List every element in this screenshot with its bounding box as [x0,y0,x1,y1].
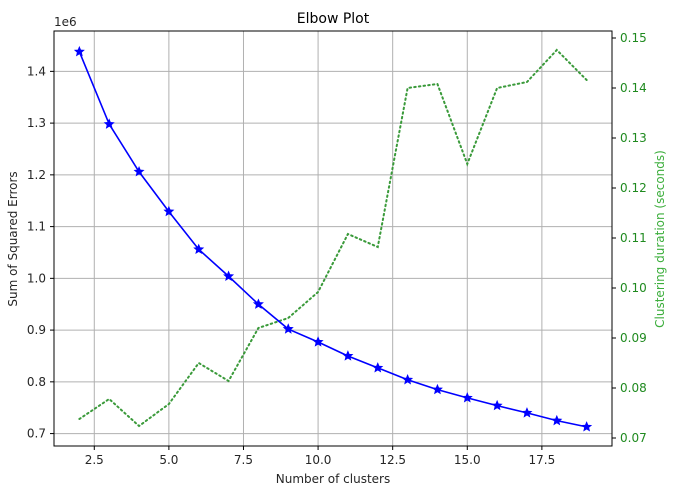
y-tick-label: 0.9 [27,323,46,337]
x-tick-label: 15.0 [454,453,481,467]
y-tick-label: 1.0 [27,271,46,285]
star-marker [402,373,414,385]
star-marker [431,383,443,395]
y-tick-label: 0.7 [27,427,46,441]
plot-frame [53,30,613,447]
star-marker [133,165,145,177]
y-right-tick-label: 0.15 [620,31,647,45]
y-axis-title-right: Clustering duration (seconds) [653,150,667,328]
star-marker [193,243,205,255]
star-marker [163,205,175,217]
y-right-tick-label: 0.11 [620,231,647,245]
star-marker [252,298,264,309]
x-tick-label: 17.5 [529,453,556,467]
star-marker [581,421,593,432]
star-marker [342,350,354,361]
x-tick-label: 2.5 [85,453,104,467]
duration-series [78,48,588,428]
x-axis-title: Number of clusters [276,472,390,486]
star-marker [491,399,503,411]
y-right-tick-label: 0.10 [620,281,647,295]
star-marker [521,407,533,418]
grid-lines [54,31,612,446]
y-tick-label: 0.8 [27,375,46,389]
sse-series [73,45,593,432]
x-tick-label: 5.0 [159,453,178,467]
star-marker [282,323,294,334]
star-marker [551,414,563,426]
star-marker [73,45,85,57]
y-tick-label: 1.1 [27,220,46,234]
y-axis-left: 0.7 0.8 0.9 1.0 1.1 1.2 1.3 1.4 [27,64,54,441]
y-right-tick-label: 0.14 [620,81,647,95]
star-marker [223,270,235,281]
star-marker [312,336,324,347]
y-axis-title-left: Sum of Squared Errors [6,171,20,306]
duration-line [78,48,588,428]
y-right-tick-label: 0.07 [620,431,647,445]
x-tick-label: 12.5 [379,453,406,467]
y-offset-label: 1e6 [54,15,77,29]
x-axis: 2.5 5.0 7.5 10.0 12.5 15.0 17.5 [85,446,555,467]
y-right-tick-label: 0.09 [620,331,647,345]
y-right-tick-label: 0.08 [620,381,647,395]
x-tick-label: 10.0 [305,453,332,467]
x-tick-label: 7.5 [234,453,253,467]
y-tick-label: 1.4 [27,64,46,78]
y-right-tick-label: 0.12 [620,181,647,195]
chart-title: Elbow Plot [297,11,370,27]
star-marker [461,392,473,403]
y-tick-label: 1.3 [27,116,46,130]
sse-line [78,51,587,428]
star-marker [103,118,115,129]
y-tick-label: 1.2 [27,168,46,182]
y-axis-right: 0.07 0.08 0.09 0.10 0.11 0.12 0.13 0.14 0.15 [612,31,647,445]
y-right-tick-label: 0.13 [620,131,647,145]
star-marker [372,362,384,373]
